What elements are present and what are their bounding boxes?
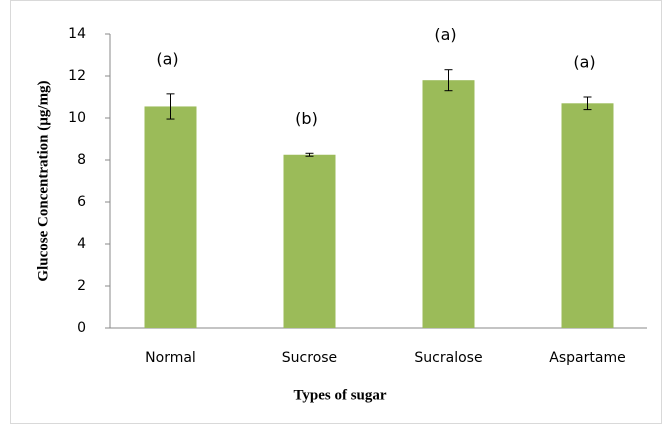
annotation: (b): [295, 109, 318, 128]
bar: [283, 154, 336, 328]
y-axis-label: Glucose Concentration (µg/mg): [35, 80, 51, 281]
bar: [144, 106, 197, 328]
error-bar: [166, 93, 175, 120]
annotation: (a): [156, 49, 178, 68]
bar: [422, 80, 475, 328]
annotation: (a): [573, 53, 595, 72]
y-tick-label: 14: [68, 26, 86, 42]
x-axis-label: Types of sugar: [293, 387, 386, 403]
x-tick-label: Normal: [145, 350, 196, 366]
x-tick-label: Aspartame: [549, 350, 625, 366]
annotation: (a): [434, 25, 456, 44]
error-bar: [583, 96, 592, 111]
bar: [561, 103, 614, 328]
y-tick-label: 4: [77, 236, 86, 252]
error-bar: [444, 69, 453, 92]
y-tick-label: 2: [77, 278, 86, 294]
x-tick-label: Sucralose: [414, 350, 482, 366]
chart-frame: [10, 0, 662, 424]
x-tick-label: Sucrose: [282, 350, 337, 366]
y-tick-label: 6: [77, 194, 86, 210]
y-tick-label: 10: [68, 110, 86, 126]
y-tick-label: 0: [77, 320, 86, 336]
y-tick-label: 8: [77, 152, 86, 168]
error-bar: [305, 152, 314, 157]
y-tick-label: 12: [68, 68, 86, 84]
